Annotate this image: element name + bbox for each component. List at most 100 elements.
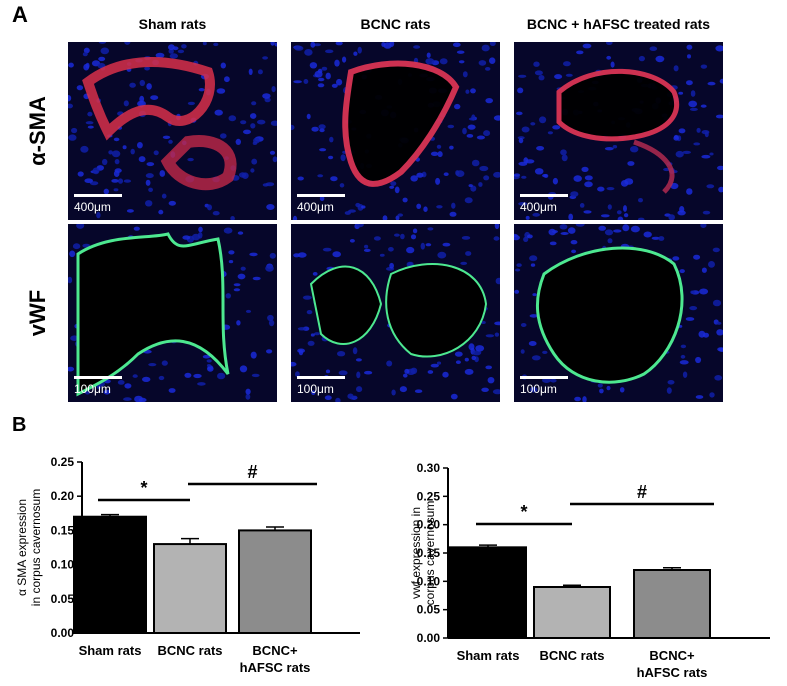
nucleus bbox=[598, 225, 606, 231]
nucleus bbox=[483, 175, 490, 181]
significance-symbol: * bbox=[520, 502, 527, 522]
nucleus bbox=[262, 56, 268, 60]
nucleus bbox=[702, 210, 711, 215]
nucleus bbox=[582, 43, 592, 49]
nucleus bbox=[330, 176, 338, 182]
nucleus bbox=[318, 124, 326, 130]
nucleus bbox=[70, 335, 79, 341]
nucleus bbox=[515, 268, 521, 272]
nucleus bbox=[528, 341, 537, 346]
nucleus bbox=[575, 224, 585, 227]
nucleus bbox=[68, 62, 74, 68]
nucleus bbox=[485, 98, 493, 104]
bar bbox=[633, 569, 711, 639]
nucleus bbox=[568, 213, 574, 220]
nucleus bbox=[168, 388, 176, 393]
nucleus bbox=[430, 151, 439, 156]
nucleus bbox=[123, 397, 132, 401]
nucleus bbox=[623, 205, 627, 212]
nucleus bbox=[268, 319, 275, 327]
nucleus bbox=[532, 212, 540, 217]
nucleus bbox=[223, 227, 233, 234]
nucleus bbox=[356, 224, 364, 228]
nucleus bbox=[666, 387, 672, 394]
y-tick-label: 0.15 bbox=[51, 523, 75, 537]
nucleus bbox=[291, 361, 297, 367]
nucleus bbox=[68, 276, 73, 284]
nucleus bbox=[687, 54, 691, 59]
nucleus bbox=[202, 354, 211, 359]
nucleus bbox=[637, 217, 645, 220]
nucleus bbox=[570, 240, 578, 245]
micrograph-image bbox=[291, 224, 500, 402]
nucleus bbox=[356, 371, 361, 379]
nucleus bbox=[168, 200, 176, 206]
nucleus bbox=[678, 128, 686, 134]
micrograph-image bbox=[291, 42, 500, 220]
nucleus bbox=[233, 288, 241, 292]
nucleus bbox=[292, 215, 298, 220]
nucleus bbox=[356, 386, 363, 393]
nucleus bbox=[643, 231, 652, 238]
nucleus bbox=[251, 158, 258, 165]
nucleus bbox=[701, 154, 711, 159]
nucleus bbox=[239, 365, 248, 373]
nucleus bbox=[476, 135, 485, 140]
nucleus bbox=[470, 185, 477, 192]
nucleus bbox=[686, 80, 693, 86]
nucleus bbox=[606, 385, 611, 391]
nucleus bbox=[347, 393, 354, 399]
nucleus bbox=[69, 250, 76, 258]
nucleus bbox=[693, 254, 701, 260]
nucleus bbox=[235, 138, 241, 145]
nucleus bbox=[72, 243, 81, 250]
panel-a-letter: A bbox=[12, 2, 28, 27]
nucleus bbox=[410, 367, 418, 374]
nucleus bbox=[426, 52, 431, 58]
nucleus bbox=[539, 116, 547, 124]
nucleus bbox=[102, 158, 108, 166]
nucleus bbox=[114, 168, 122, 173]
nucleus bbox=[584, 175, 593, 181]
nucleus bbox=[207, 204, 212, 211]
nucleus bbox=[71, 127, 78, 134]
nucleus bbox=[707, 81, 716, 86]
nucleus bbox=[465, 251, 472, 256]
nucleus bbox=[658, 236, 665, 241]
nucleus bbox=[379, 253, 385, 257]
nucleus bbox=[464, 197, 473, 204]
nucleus bbox=[514, 173, 521, 177]
nucleus bbox=[552, 125, 561, 130]
nucleus bbox=[529, 255, 538, 262]
micrograph-asma-bcnc: 400μm bbox=[291, 42, 500, 220]
nucleus bbox=[468, 184, 473, 188]
nucleus bbox=[251, 373, 260, 378]
nucleus bbox=[449, 145, 454, 150]
nucleus bbox=[489, 57, 496, 64]
nucleus bbox=[113, 188, 119, 192]
nucleus bbox=[481, 321, 486, 324]
nucleus bbox=[381, 42, 386, 47]
nucleus bbox=[307, 340, 315, 346]
nucleus bbox=[461, 236, 471, 240]
nucleus bbox=[321, 66, 328, 71]
nucleus bbox=[547, 131, 553, 135]
nucleus bbox=[352, 347, 358, 355]
nucleus bbox=[96, 211, 101, 219]
nucleus bbox=[518, 137, 524, 144]
nucleus bbox=[494, 321, 500, 326]
nucleus bbox=[335, 42, 343, 46]
nucleus bbox=[274, 42, 277, 47]
nucleus bbox=[265, 265, 274, 272]
nucleus bbox=[130, 148, 135, 155]
nucleus bbox=[471, 159, 480, 167]
nucleus bbox=[114, 159, 120, 165]
nucleus bbox=[137, 142, 143, 149]
nucleus bbox=[214, 109, 223, 116]
scale-bar: 400μm bbox=[297, 194, 345, 214]
nucleus bbox=[250, 123, 256, 129]
nucleus bbox=[294, 45, 304, 51]
nucleus bbox=[442, 242, 451, 247]
nucleus bbox=[534, 70, 543, 76]
nucleus bbox=[521, 175, 527, 179]
